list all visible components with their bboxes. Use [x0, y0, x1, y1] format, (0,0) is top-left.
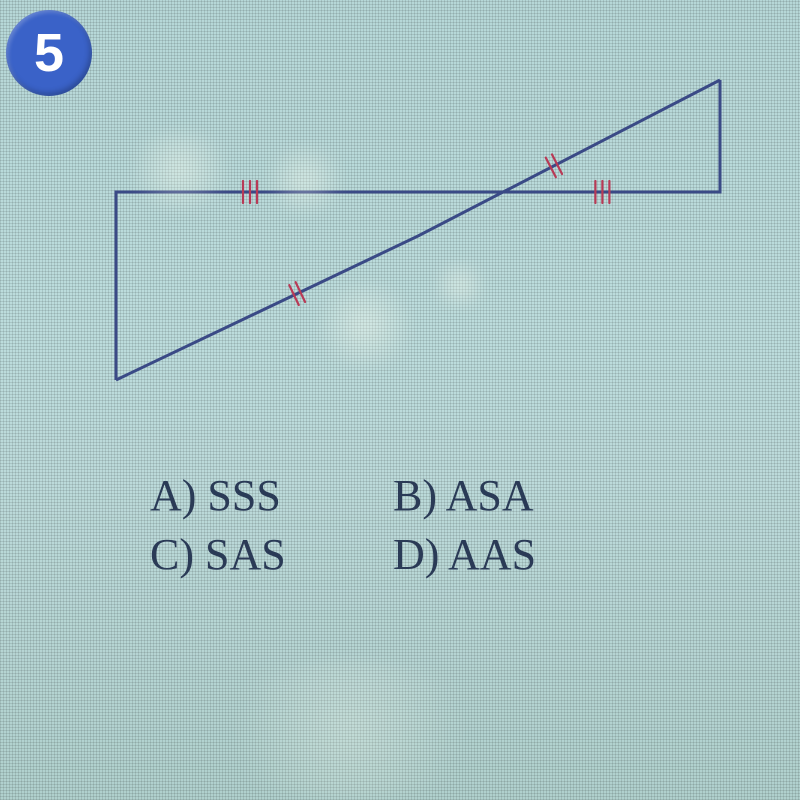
answer-label: B) ASA	[393, 471, 534, 520]
answer-choices: A) SSS B) ASA C) SAS D) AAS	[150, 470, 536, 580]
screen-glare	[200, 660, 500, 800]
question-number: 5	[34, 22, 64, 84]
answer-label: A) SSS	[150, 471, 281, 520]
triangles-svg	[80, 32, 760, 432]
answer-label: D) AAS	[393, 530, 536, 579]
answer-option-c[interactable]: C) SAS	[150, 529, 293, 580]
answer-option-a[interactable]: A) SSS	[150, 470, 293, 521]
geometry-figure	[80, 32, 760, 432]
answer-label: C) SAS	[150, 530, 286, 579]
answer-option-d[interactable]: D) AAS	[393, 529, 536, 580]
answer-option-b[interactable]: B) ASA	[393, 470, 536, 521]
